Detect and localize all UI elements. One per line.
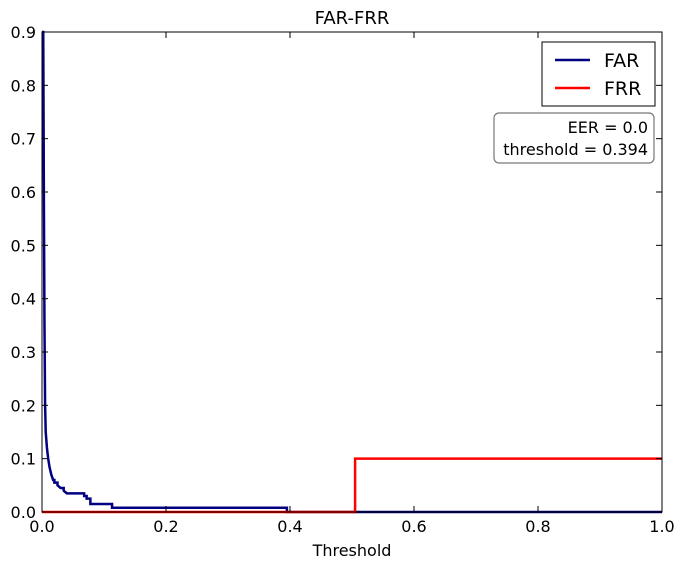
- annotation-threshold: threshold = 0.394: [503, 140, 648, 159]
- x-tick-label: 1.0: [649, 517, 674, 536]
- y-tick-label: 0.8: [11, 76, 36, 95]
- x-tick-label: 0.8: [525, 517, 550, 536]
- chart-title: FAR-FRR: [315, 8, 390, 29]
- x-tick-label: 0.0: [29, 517, 54, 536]
- eer-annotation: EER = 0.0 threshold = 0.394: [493, 112, 655, 164]
- y-tick-label: 0.0: [11, 503, 36, 522]
- y-tick-label: 0.4: [11, 290, 36, 309]
- y-tick-label: 0.7: [11, 130, 36, 149]
- x-tick-label: 0.4: [277, 517, 302, 536]
- legend: FAR FRR: [541, 41, 656, 107]
- y-tick-label: 0.2: [11, 396, 36, 415]
- axes-frame: [41, 31, 663, 513]
- y-tick-label: 0.6: [11, 183, 36, 202]
- legend-label-far: FAR: [604, 50, 639, 72]
- annotation-eer: EER = 0.0: [568, 118, 648, 137]
- x-tick-label: 0.2: [153, 517, 178, 536]
- axes: 0.0 0.2 0.4 0.6 0.8 1.0 0.0 0.1 0.2 0.3 0.4 0.5 0.6 0…: [11, 23, 675, 536]
- series-line-far: [42, 30, 662, 514]
- legend-frame: [541, 41, 656, 107]
- x-tick-label: 0.6: [401, 517, 426, 536]
- y-tick-label: 0.1: [11, 450, 36, 469]
- annotation-box: [493, 112, 655, 164]
- x-axis-label: Threshold: [312, 541, 392, 560]
- y-tick-label: 0.5: [11, 236, 36, 255]
- y-tick-label: 0.3: [11, 343, 36, 362]
- legend-label-frr: FRR: [604, 78, 641, 100]
- y-tick-label: 0.9: [11, 23, 36, 42]
